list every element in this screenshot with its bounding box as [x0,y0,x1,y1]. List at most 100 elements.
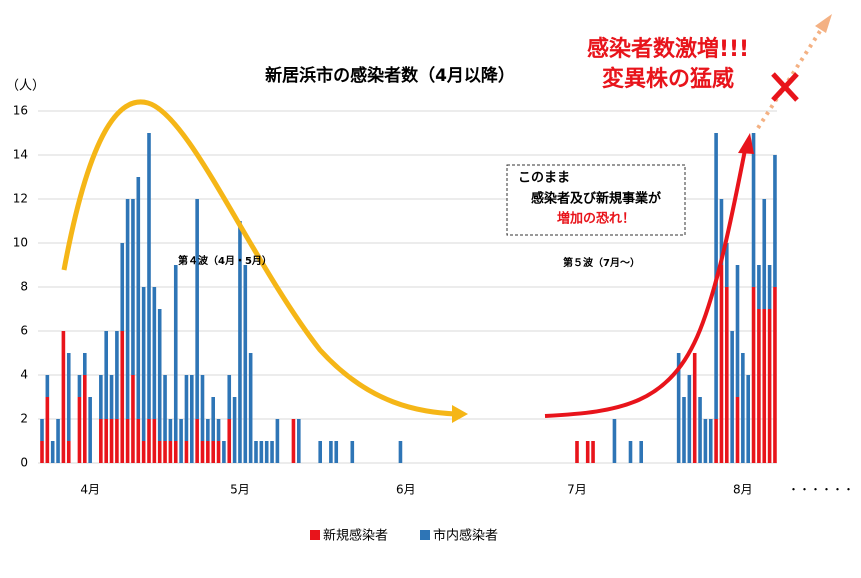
bar [334,441,339,463]
bar [211,441,215,463]
bar [147,133,151,419]
y-tick-label: 12 [13,192,28,206]
bar [703,419,708,463]
x-tick-label: 4月 [80,483,100,497]
wave4-arrowhead [452,405,468,423]
bar [227,419,232,463]
y-tick-label: 8 [20,280,28,294]
bar [735,397,740,463]
ellipsis: ・・・・・・ [788,483,854,496]
y-axis-label: （人） [6,79,45,94]
bar [173,265,178,441]
bar [318,441,322,463]
bar [40,419,44,441]
bar [136,419,141,463]
bar [757,309,761,463]
bar [767,265,772,309]
y-tick-label: 0 [20,456,28,470]
bar [719,199,724,265]
bar [157,309,162,441]
bar [297,419,301,463]
bar [238,221,242,463]
y-tick-label: 4 [20,368,28,382]
bar [179,419,183,463]
bar [120,243,125,331]
bar [751,287,756,463]
legend-label: 新規感染者 [323,528,388,544]
bar [751,133,756,287]
bar [115,419,119,463]
legend-swatch [310,530,320,540]
bar [131,199,135,375]
bar [40,441,44,463]
bar [104,419,108,463]
bar [243,265,248,463]
bar [163,441,167,463]
bar [184,375,189,441]
bar [190,375,194,463]
bar [612,419,617,463]
bar [291,419,296,463]
bar [698,397,702,463]
bar [168,419,173,441]
bar [767,309,772,463]
bar [762,199,767,309]
bars [40,133,777,463]
bar [120,331,125,463]
bar [125,199,130,419]
warning-text: 感染者及び新規事業が [531,191,661,207]
bar [50,441,55,463]
bar [88,397,92,463]
bar [206,419,210,441]
legend-label: 市内感染者 [433,528,498,544]
bar [275,419,280,463]
y-tick-label: 6 [20,324,28,338]
warning-text: 増加の恐れ！ [557,211,635,227]
bar [682,397,686,463]
bar [66,353,71,441]
bar [639,441,643,463]
headline: 感染者数激増!!! [587,36,749,62]
bar [725,243,729,287]
bar [195,419,199,463]
bar [168,441,173,463]
bar [152,419,157,463]
warning-box [506,164,686,236]
wave5-arrow [544,149,747,418]
cross-mark [771,72,799,102]
bar [141,441,146,463]
bar [746,375,750,463]
y-tick-label: 14 [13,148,28,162]
x-tick-label: 6月 [396,483,416,497]
bar [773,287,777,463]
bar [195,199,199,419]
bar [232,397,237,463]
bar [591,441,595,463]
bar [61,331,66,463]
bar [329,441,333,463]
bar [206,441,210,463]
bar [77,375,82,397]
bar [152,287,157,419]
bar [719,265,724,463]
bar [270,441,274,463]
wave5-arrowhead [738,133,754,154]
bar [99,419,103,463]
x-tick-label: 7月 [567,483,587,497]
bar [773,155,777,287]
bar [735,265,740,397]
bar [687,375,692,463]
bar [200,375,205,441]
bar [141,287,146,441]
bar [248,353,253,463]
bar [136,177,141,419]
bar [83,353,87,375]
legend-swatch [420,530,430,540]
projection-arrow [756,26,824,130]
bar [109,419,114,463]
bar [163,375,167,441]
bar [350,441,355,463]
bar [741,353,745,463]
wave-label: 第５波（7月～） [563,256,640,269]
wave4-arrow [61,99,456,417]
